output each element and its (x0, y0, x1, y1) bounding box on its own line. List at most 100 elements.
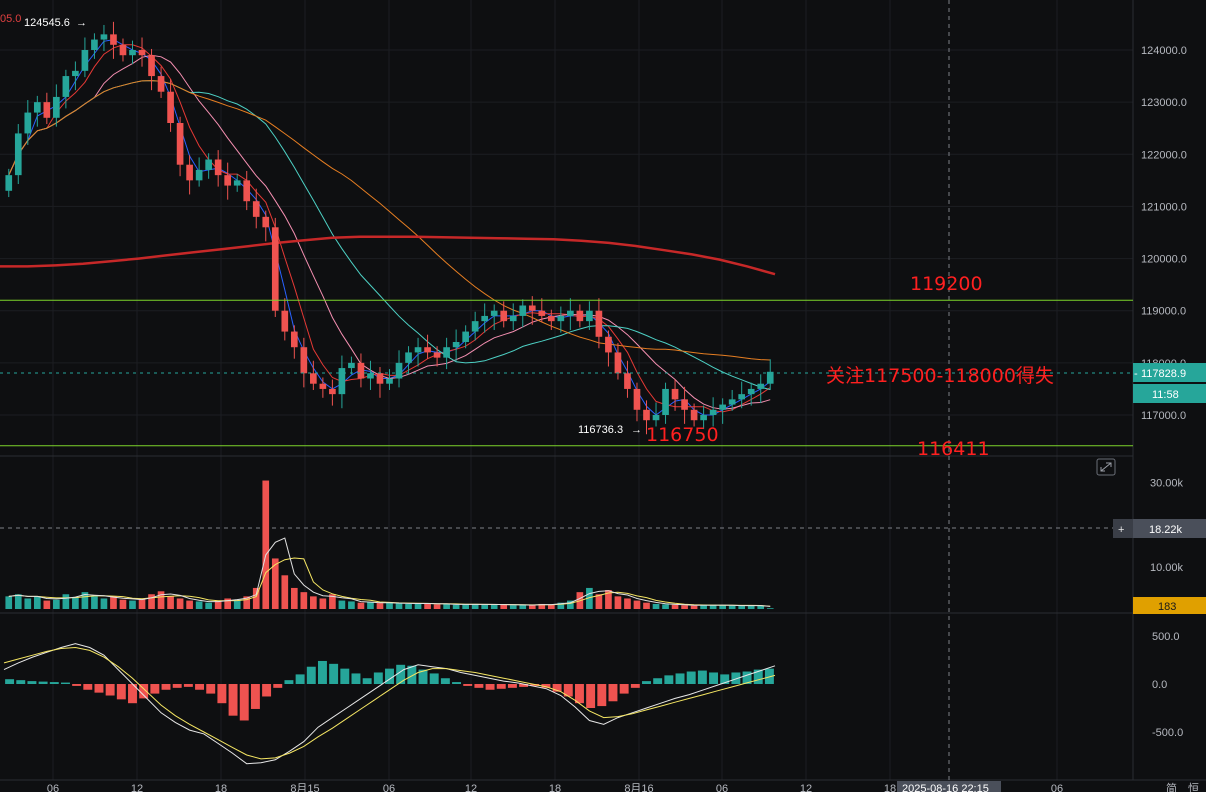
time-axis-ticks: 06 12 18 8月15 06 12 18 8月16 06 12 18 06 (47, 783, 1063, 792)
volume-bar (271, 558, 279, 609)
candle-body (310, 373, 317, 384)
candle-body (414, 347, 422, 353)
corner-label-constant[interactable]: 恒 (1188, 782, 1199, 792)
time-tick-label: 12 (800, 783, 812, 792)
candle-body (519, 305, 527, 316)
candle-body (224, 175, 232, 186)
macd-histogram-bar (563, 684, 573, 697)
volume-bar (728, 605, 736, 609)
macd-axis-ticks: 500.0 0.0 -500.0 (1152, 631, 1183, 739)
time-tick-label: 8月16 (624, 783, 653, 792)
macd-histogram-bar (206, 684, 216, 694)
horizontal-levels[interactable] (0, 299, 1133, 447)
candle-body (643, 409, 650, 421)
time-tick-label: 12 (131, 783, 143, 792)
crosshair-volume-text: 18.22k (1149, 524, 1183, 536)
current-price-caret-icon: - (1134, 368, 1138, 380)
macd-histogram-bar (217, 684, 227, 704)
volume-bar (481, 604, 489, 609)
volume-bar (319, 598, 327, 609)
macd-histogram-bar (306, 666, 316, 684)
volume-bar (24, 598, 32, 609)
volume-bar (462, 604, 469, 609)
volume-bar (700, 605, 707, 609)
candle-body (14, 133, 22, 176)
macd-histogram-bar (764, 668, 774, 684)
volume-bar (243, 596, 251, 609)
volume-bar (452, 604, 460, 609)
price-tick-label: 124000.0 (1141, 45, 1187, 57)
add-crosshair-button[interactable] (1113, 519, 1133, 538)
time-tick-label: 18 (215, 783, 227, 792)
volume-bar (53, 599, 60, 609)
candle-body (62, 76, 70, 97)
candle-body (157, 76, 165, 92)
expand-pane-button[interactable] (1096, 458, 1116, 476)
macd-histogram-bar (284, 680, 294, 684)
volume-bar (633, 600, 641, 609)
volume-bar (471, 603, 479, 609)
candle-body (205, 159, 212, 170)
candle-body (233, 180, 241, 186)
candle-body (195, 169, 203, 181)
macd-histogram-bar (49, 682, 59, 684)
macd-histogram-bar (172, 684, 182, 688)
candle-body (33, 102, 41, 113)
macd-histogram-bar (362, 678, 372, 684)
volume-bar (252, 587, 260, 609)
macd-histogram-bar (183, 684, 193, 687)
candle-body (452, 342, 460, 348)
current-price-tag (1133, 363, 1206, 382)
volume-bar (643, 602, 650, 609)
candle-body (462, 331, 469, 342)
volume-bar (290, 587, 298, 609)
annotation-watch-range: 关注117500-118000得失 (826, 365, 1054, 387)
moving-average-lines (0, 39, 776, 416)
low-price-label: 116736.3 (578, 424, 623, 436)
volume-bar (14, 594, 22, 609)
candle-body (110, 34, 117, 45)
macd-tick-label: 500.0 (1152, 631, 1180, 643)
volume-bar (595, 594, 603, 609)
volume-bar (614, 596, 622, 609)
candle-body (424, 347, 431, 353)
grid-lines (0, 0, 1133, 780)
crosshair-volume-tag (1133, 519, 1206, 538)
macd-tick-label: -500.0 (1152, 727, 1183, 739)
macd-histogram-bar (250, 684, 260, 709)
ma-line-slow (8, 80, 771, 361)
countdown-text: 11:58 (1152, 389, 1179, 401)
volume-bar (157, 591, 165, 609)
macd-histogram-bar (619, 684, 629, 694)
time-tick-label: 06 (1051, 783, 1063, 792)
macd-histogram-bar (519, 684, 529, 687)
candle-body (528, 305, 536, 311)
time-tick-label: 06 (47, 783, 59, 792)
macd-histogram-bar (329, 663, 339, 684)
volume-bar (395, 603, 403, 609)
macd-histogram-bar (295, 674, 305, 684)
candle-body (738, 394, 746, 400)
macd-histogram-bar (60, 682, 70, 684)
time-tick-label: 18 (884, 783, 896, 792)
volume-bar (62, 594, 70, 609)
volume-bar (310, 596, 317, 609)
volume-bar (528, 605, 536, 609)
volume-bar (224, 598, 232, 609)
volume-bar (338, 600, 346, 609)
macd-histogram-bar (742, 671, 752, 684)
candle-body (700, 415, 707, 421)
time-tick-label: 8月15 (290, 783, 319, 792)
price-tick-label: 123000.0 (1141, 97, 1187, 109)
candle-body (395, 362, 403, 379)
macd-histogram-bar (16, 680, 26, 684)
candle-body (329, 388, 336, 395)
macd-histogram-bar (440, 678, 450, 684)
volume-bar (176, 598, 184, 609)
candle-body (376, 373, 384, 384)
candle-body (681, 399, 688, 410)
corner-label-simplified[interactable]: 简 (1166, 781, 1177, 792)
volume-bar (348, 601, 355, 609)
macd-histogram-bar (630, 684, 640, 688)
